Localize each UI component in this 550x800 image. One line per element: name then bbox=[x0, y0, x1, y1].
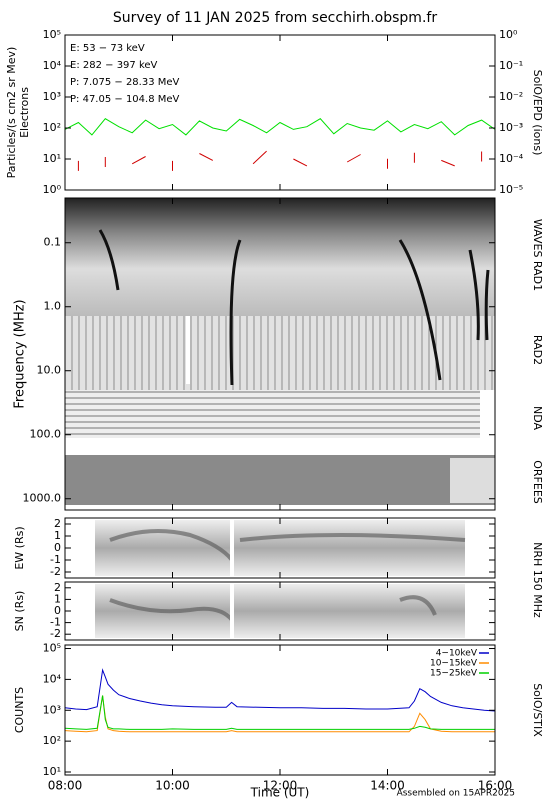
nda-image bbox=[65, 390, 480, 438]
y-tick-label: 1.0 bbox=[44, 300, 62, 313]
y-axis-title: EW (Rs) bbox=[13, 526, 26, 569]
footnote: Assembled on 15APR2025 bbox=[397, 789, 515, 799]
y-tick-label: 0 bbox=[54, 541, 61, 554]
legend-entry: P: 47.05 − 104.8 MeV bbox=[70, 94, 180, 105]
y-axis-title: Frequency (MHz) bbox=[13, 299, 28, 408]
x-tick-label: 16:00 bbox=[478, 779, 513, 793]
instrument-label: NDA bbox=[531, 406, 544, 431]
y2-tick-label: 10⁻⁴ bbox=[499, 152, 524, 165]
y-tick-label: 10¹ bbox=[43, 152, 61, 165]
y-tick-label: 1000.0 bbox=[23, 492, 62, 505]
instrument-label: NRH 150 MHz bbox=[531, 542, 544, 618]
nrh-source bbox=[109, 529, 466, 562]
instrument-label: SolO/EPD (ions) bbox=[531, 70, 544, 156]
legend-entry: 4−10keV bbox=[436, 649, 478, 659]
y-tick-label: 2 bbox=[54, 517, 61, 530]
series-line bbox=[293, 158, 308, 167]
y-tick-label: 10⁴ bbox=[43, 59, 62, 72]
data-gap bbox=[186, 316, 190, 384]
y2-tick-label: 10⁻¹ bbox=[499, 59, 523, 72]
y-axis-title: Particles/(s cm2 sr Mev) bbox=[5, 47, 18, 179]
y-tick-label: -2 bbox=[50, 565, 61, 578]
y-tick-label: 10³ bbox=[43, 90, 61, 103]
y-axis-title: COUNTS bbox=[13, 687, 26, 733]
y2-tick-label: 10⁻⁵ bbox=[499, 183, 523, 196]
y-tick-label: -1 bbox=[50, 553, 61, 566]
instrument-label: SolO/STIX bbox=[531, 683, 544, 737]
y-tick-label: -1 bbox=[50, 616, 61, 629]
legend-entry: 10−15keV bbox=[430, 659, 478, 669]
y2-tick-label: 10⁻² bbox=[499, 90, 523, 103]
x-tick-label: 08:00 bbox=[48, 779, 83, 793]
series-line bbox=[441, 159, 455, 167]
y-tick-label: 10⁵ bbox=[43, 28, 61, 41]
panel-frame bbox=[64, 34, 496, 191]
y-tick-label: 0 bbox=[54, 604, 61, 617]
series-line bbox=[252, 150, 267, 165]
series-line bbox=[64, 695, 495, 730]
nrh-source bbox=[109, 595, 437, 622]
y-tick-label: -2 bbox=[50, 627, 61, 640]
legend-entry: E: 53 − 73 keV bbox=[70, 43, 145, 54]
nrh-ew-image bbox=[95, 520, 465, 576]
y-tick-label: 10³ bbox=[43, 703, 61, 716]
series-line bbox=[64, 668, 496, 712]
instrument-label: WAVES RAD1 bbox=[531, 219, 544, 291]
legend-entry: E: 282 − 397 keV bbox=[70, 60, 158, 71]
y-tick-label: 1 bbox=[54, 529, 61, 542]
x-tick-label: 10:00 bbox=[155, 779, 190, 793]
y-tick-label: 10.0 bbox=[37, 364, 62, 377]
y-tick-label: 10⁵ bbox=[43, 642, 61, 655]
burst bbox=[98, 229, 490, 386]
series-line bbox=[64, 118, 496, 136]
instrument-label: ORFEES bbox=[531, 460, 544, 504]
series-line bbox=[64, 695, 495, 733]
y-tick-label: 10¹ bbox=[43, 765, 61, 778]
y-axis-title: Electrons bbox=[18, 87, 31, 138]
y-axis-title: SN (Rs) bbox=[13, 591, 26, 632]
series-line bbox=[131, 156, 146, 165]
instrument-label: RAD2 bbox=[531, 335, 544, 365]
legend-entry: P: 7.075 − 28.33 MeV bbox=[70, 77, 180, 88]
series-line bbox=[199, 153, 214, 161]
y-tick-label: 1 bbox=[54, 592, 61, 605]
y-tick-label: 10⁴ bbox=[43, 672, 62, 685]
y-tick-label: 10² bbox=[43, 121, 61, 134]
chart-title: Survey of 11 JAN 2025 from secchirh.obsp… bbox=[113, 10, 437, 26]
y-tick-label: 100.0 bbox=[30, 428, 62, 441]
x-tick-label: 14:00 bbox=[370, 779, 405, 793]
x-tick-label: 12:00 bbox=[263, 779, 298, 793]
y-tick-label: 10⁰ bbox=[43, 183, 62, 196]
x-axis-title: Time (UT) bbox=[250, 786, 310, 800]
rad2-image bbox=[65, 316, 495, 390]
series-line bbox=[346, 154, 361, 163]
data-gap bbox=[230, 520, 234, 638]
orfees-image bbox=[65, 455, 495, 505]
spectrogram-image bbox=[65, 198, 495, 505]
y2-tick-label: 10⁰ bbox=[499, 28, 518, 41]
nrh-image bbox=[95, 520, 466, 638]
rad1-image bbox=[65, 198, 495, 316]
legend-entry: 15−25keV bbox=[430, 669, 478, 679]
y-tick-label: 10² bbox=[43, 734, 61, 747]
y2-tick-label: 10⁻³ bbox=[499, 121, 523, 134]
orfees-gap bbox=[450, 458, 495, 503]
y-tick-label: 2 bbox=[54, 581, 61, 594]
y-tick-label: 0.1 bbox=[44, 236, 62, 249]
